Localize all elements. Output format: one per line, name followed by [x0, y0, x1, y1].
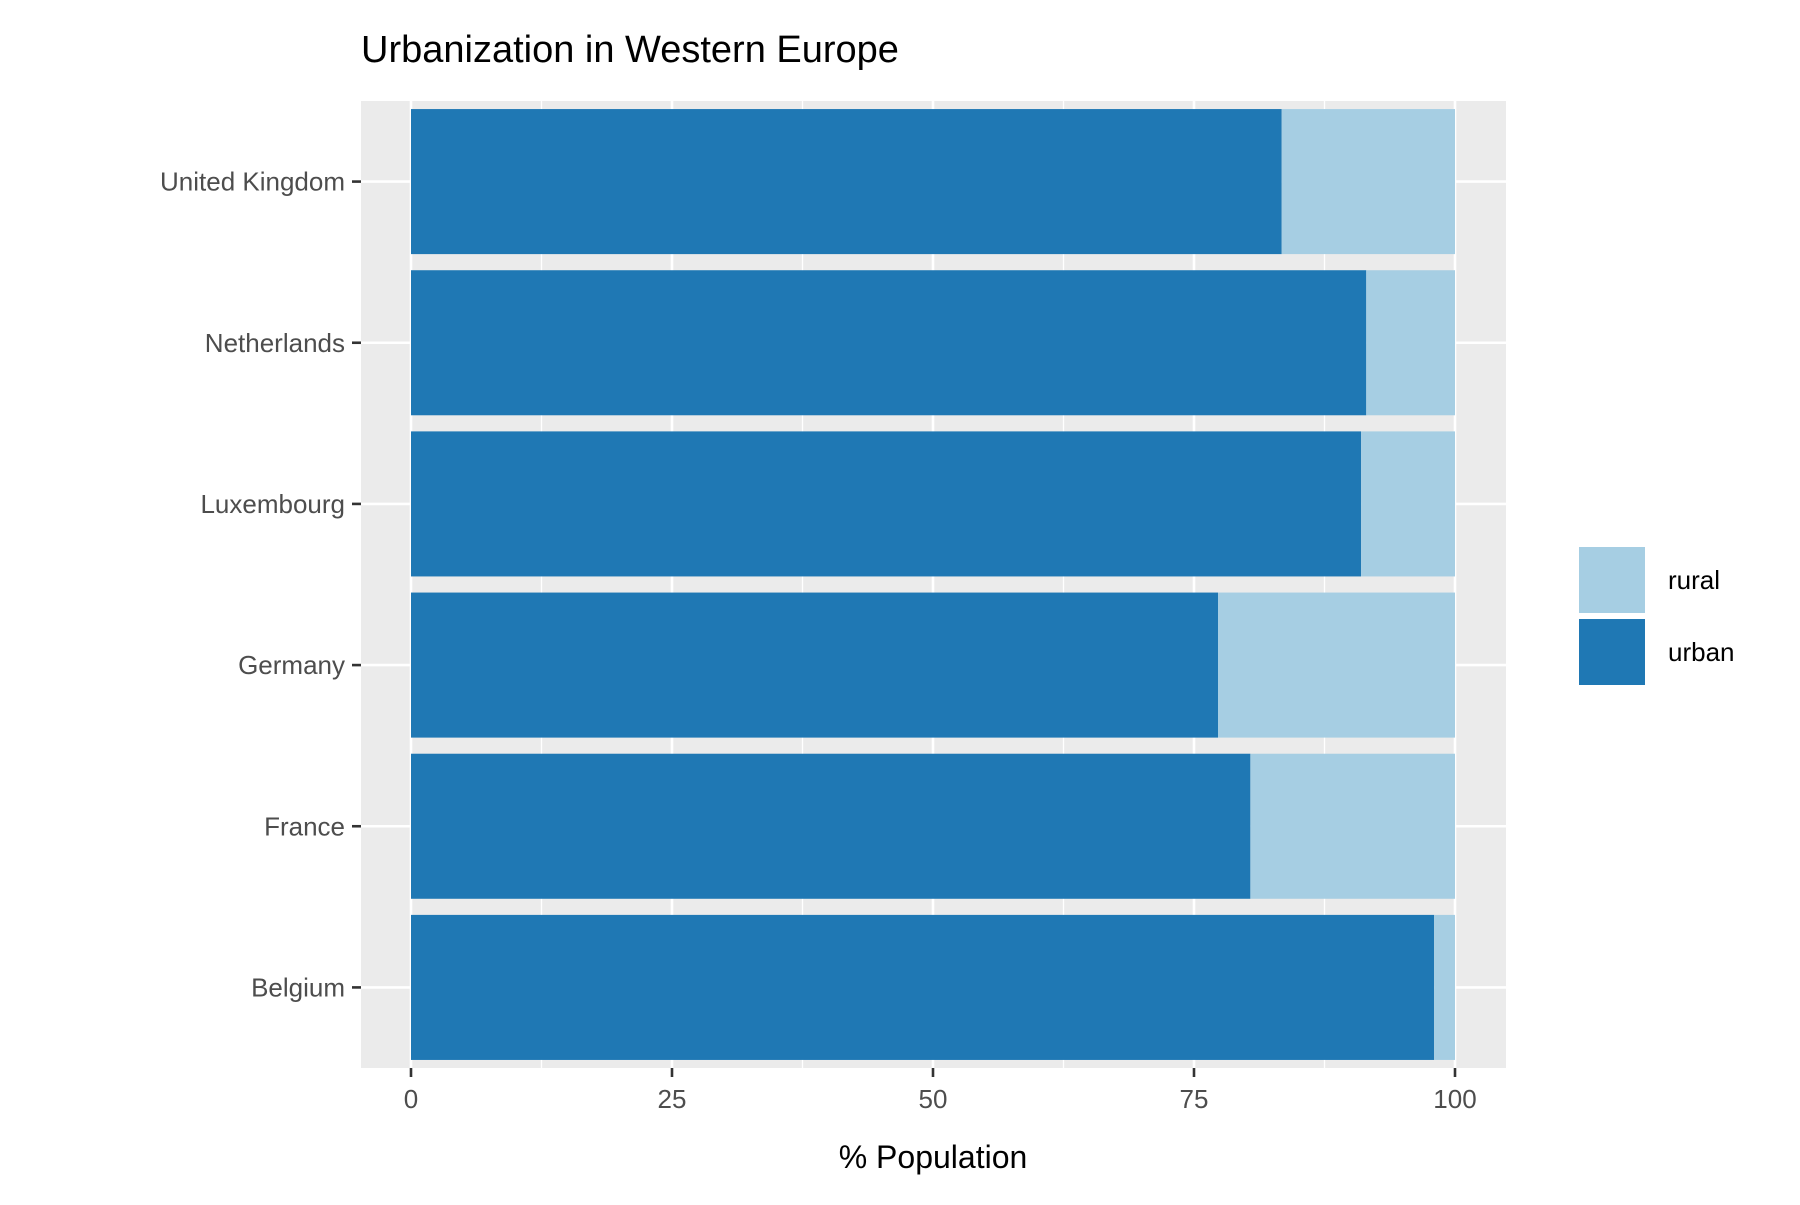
x-tick-label: 25: [658, 1084, 687, 1114]
bar-rural-belgium: [1434, 914, 1455, 1060]
bar-urban-germany: [411, 592, 1219, 738]
bar-rural-netherlands: [1366, 270, 1455, 416]
x-tick-label: 100: [1433, 1084, 1476, 1114]
bar-urban-belgium: [411, 914, 1435, 1060]
bar-urban-united-kingdom: [411, 109, 1282, 255]
bar-rural-germany: [1218, 592, 1455, 738]
bar-urban-luxembourg: [411, 431, 1362, 577]
legend-label-rural: rural: [1668, 565, 1720, 595]
y-tick-label: Germany: [238, 650, 345, 680]
x-axis-title: % Population: [839, 1139, 1028, 1175]
bar-rural-luxembourg: [1361, 431, 1455, 577]
bar-rural-france: [1250, 753, 1455, 899]
x-tick-label: 0: [404, 1084, 418, 1114]
legend-key-urban: [1579, 619, 1645, 685]
bar-urban-netherlands: [411, 270, 1367, 416]
y-axis: Belgium France Germany Luxembourg Netherland…: [160, 167, 361, 1002]
y-tick-label: Belgium: [251, 972, 345, 1002]
legend-key-rural: [1579, 547, 1645, 613]
legend-label-urban: urban: [1668, 637, 1735, 667]
x-tick-label: 75: [1180, 1084, 1209, 1114]
chart-title: Urbanization in Western Europe: [361, 29, 899, 71]
x-axis: 0 25 50 75 100: [404, 1068, 1477, 1114]
bar-urban-france: [411, 753, 1251, 899]
y-tick-label: Netherlands: [205, 328, 345, 358]
y-tick-label: France: [264, 811, 345, 841]
legend: rural urban: [1579, 547, 1735, 685]
y-tick-label: United Kingdom: [160, 167, 345, 197]
x-tick-label: 50: [919, 1084, 948, 1114]
bars: [411, 109, 1455, 1060]
bar-rural-united-kingdom: [1281, 109, 1455, 255]
y-tick-label: Luxembourg: [200, 489, 345, 519]
